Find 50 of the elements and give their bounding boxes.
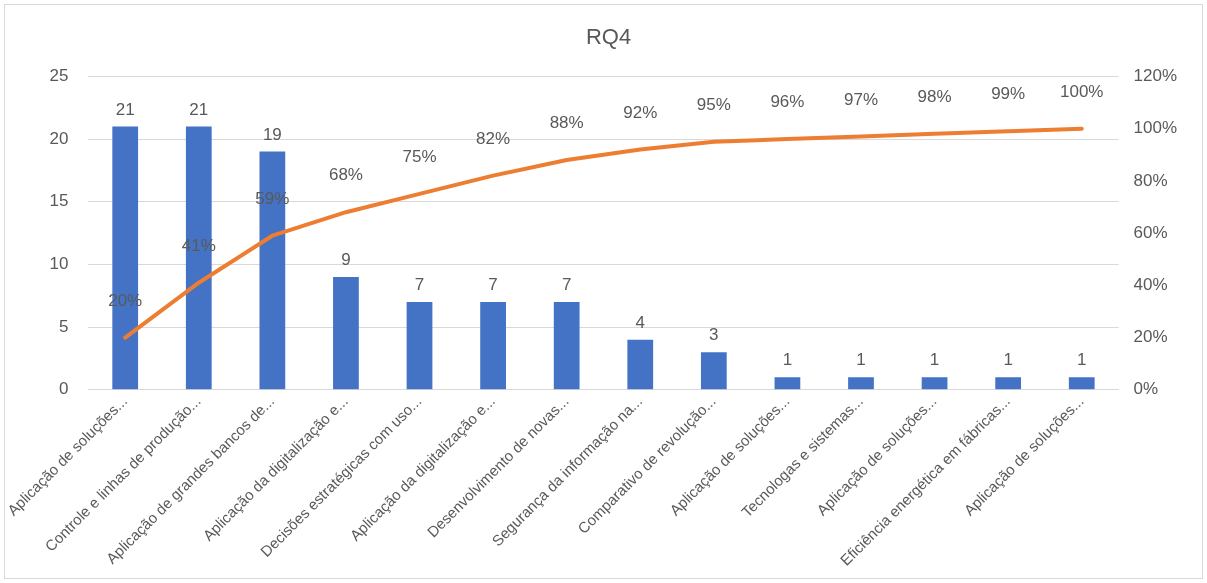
data-label: 88% [549, 113, 584, 133]
data-label: 68% [328, 165, 363, 185]
y-tick-label: 20 [49, 128, 69, 148]
chart-title: RQ4 [585, 24, 632, 50]
bar [848, 377, 874, 390]
data-label: 82% [476, 128, 511, 148]
y2-tick-label: 0% [1133, 379, 1159, 399]
data-label: 1 [929, 350, 940, 370]
data-label: 3 [709, 325, 719, 345]
y2-tick-label: 120% [1133, 66, 1177, 86]
y2-tick-label: 40% [1133, 275, 1168, 295]
bar [333, 276, 359, 390]
y-tick-label: 5 [58, 316, 69, 336]
data-label: 21 [115, 99, 135, 119]
bar [995, 377, 1022, 390]
bar [406, 302, 433, 390]
data-label: 100% [1059, 81, 1104, 101]
y2-tick-label: 80% [1133, 170, 1168, 190]
data-label: 96% [770, 92, 805, 112]
data-label: 9 [341, 250, 351, 270]
data-label: 1 [782, 350, 793, 370]
data-label: 7 [414, 275, 425, 295]
data-label: 98% [917, 87, 952, 107]
data-label: 1 [856, 350, 866, 370]
bar [553, 302, 580, 390]
y2-tick-label: 60% [1133, 222, 1168, 242]
data-label: 95% [696, 94, 731, 114]
bar [700, 352, 727, 390]
y-tick-label: 25 [49, 66, 69, 86]
bar [627, 339, 654, 390]
y-tick-label: 15 [49, 191, 69, 211]
bar [480, 302, 506, 390]
data-label: 97% [843, 89, 879, 109]
data-label: 92% [623, 102, 658, 122]
data-label: 7 [488, 275, 498, 295]
y-tick-label: 10 [49, 254, 69, 274]
data-label: 19 [262, 124, 282, 144]
data-label: 75% [402, 147, 437, 167]
data-label: 1 [1077, 350, 1087, 370]
y2-tick-label: 100% [1133, 118, 1177, 138]
y2-tick-label: 20% [1133, 327, 1168, 347]
data-label: 4 [635, 312, 645, 332]
data-label: 7 [561, 275, 572, 295]
bar [921, 377, 948, 390]
y-tick-label: 0 [58, 379, 69, 399]
data-label: 21 [189, 99, 209, 119]
data-label: 99% [991, 84, 1026, 104]
bar [774, 377, 801, 390]
bar [1068, 377, 1095, 390]
data-label: 1 [1003, 350, 1013, 370]
